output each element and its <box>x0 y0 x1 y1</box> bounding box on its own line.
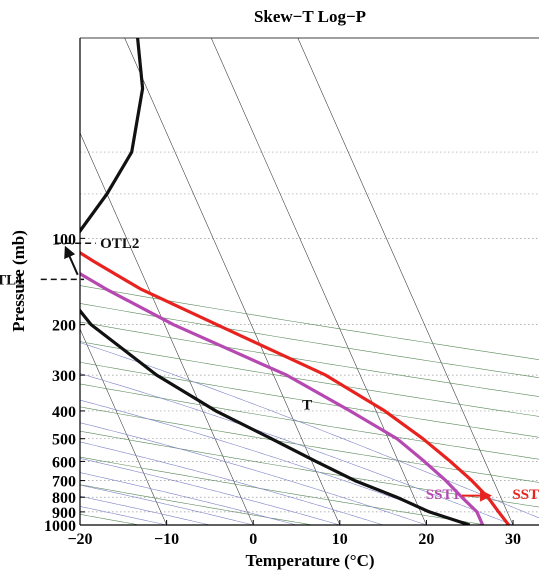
annotation-label-sst1: SST1 <box>426 487 460 503</box>
moist-adiabat-line <box>80 342 539 519</box>
moist-adiabat-line <box>80 458 340 525</box>
moist-adiabat-line <box>80 422 427 525</box>
y-tick-label: 500 <box>52 432 76 449</box>
annotation-layer: T SST1 SST2 OTL2 OTL1 <box>0 236 539 503</box>
dry-adiabat-line <box>80 430 539 508</box>
annotation-label-t: T <box>302 398 312 414</box>
moist-adiabat-line <box>80 373 514 525</box>
y-axis-label: Pressure (mb) <box>9 230 28 332</box>
moist-adiabat-line <box>80 441 384 525</box>
isotherm-line <box>80 132 254 525</box>
x-tick-label: 0 <box>249 531 257 548</box>
moist-adiabat-line <box>80 472 297 525</box>
moist-adiabat-line <box>80 484 254 525</box>
dry-adiabat-line <box>80 303 539 379</box>
x-tick-label: 10 <box>332 531 348 548</box>
annotation-label-otl1: OTL1 <box>0 272 24 288</box>
series-line-sst1 <box>80 271 485 525</box>
grid-layer <box>80 151 539 525</box>
y-tick-label: 600 <box>52 454 76 471</box>
x-tick-labels: −20 −10 0 10 20 30 <box>67 520 521 548</box>
x-tick-label: −10 <box>154 531 179 548</box>
annotation-label-sst2: SST2 <box>512 487 539 503</box>
isotherm-line <box>124 38 341 525</box>
y-tick-label: 900 <box>52 505 76 522</box>
dry-adiabat-line <box>80 406 539 483</box>
y-tick-label: 400 <box>52 404 76 421</box>
y-tick-label: 200 <box>52 318 76 335</box>
dry-adiabat-line <box>80 456 486 525</box>
isotherm-line <box>80 328 167 525</box>
isotherm-line <box>297 38 514 525</box>
y-tick-label: 1000 <box>44 518 76 535</box>
y-tick-label: 300 <box>52 368 76 385</box>
dry-adiabat-line <box>80 341 539 417</box>
dry-adiabat-line <box>80 361 539 438</box>
dry-adiabat-line <box>80 383 539 460</box>
moist-adiabat-line <box>80 495 210 525</box>
dry-adiabat-line <box>80 321 539 397</box>
chart-title: Skew−T Log−P <box>254 7 366 26</box>
background-lines <box>80 38 539 525</box>
series-layer <box>80 38 510 525</box>
y-tick-label: 800 <box>52 490 76 507</box>
x-tick-label: 30 <box>505 531 521 548</box>
annotation-label-otl2: OTL2 <box>100 236 139 252</box>
isotherm-line <box>211 38 427 525</box>
moist-adiabat-line <box>80 506 167 525</box>
x-tick-label: 20 <box>418 531 434 548</box>
x-tick-label: −20 <box>67 531 92 548</box>
y-tick-label: 100 <box>52 231 76 248</box>
annotation-arrow-1 <box>64 245 79 276</box>
y-tick-label: 700 <box>52 474 76 491</box>
series-line-t <box>80 38 471 525</box>
dry-adiabat-line <box>80 484 313 525</box>
x-axis-label: Temperature (°C) <box>245 551 374 570</box>
dry-adiabat-line <box>80 285 539 360</box>
